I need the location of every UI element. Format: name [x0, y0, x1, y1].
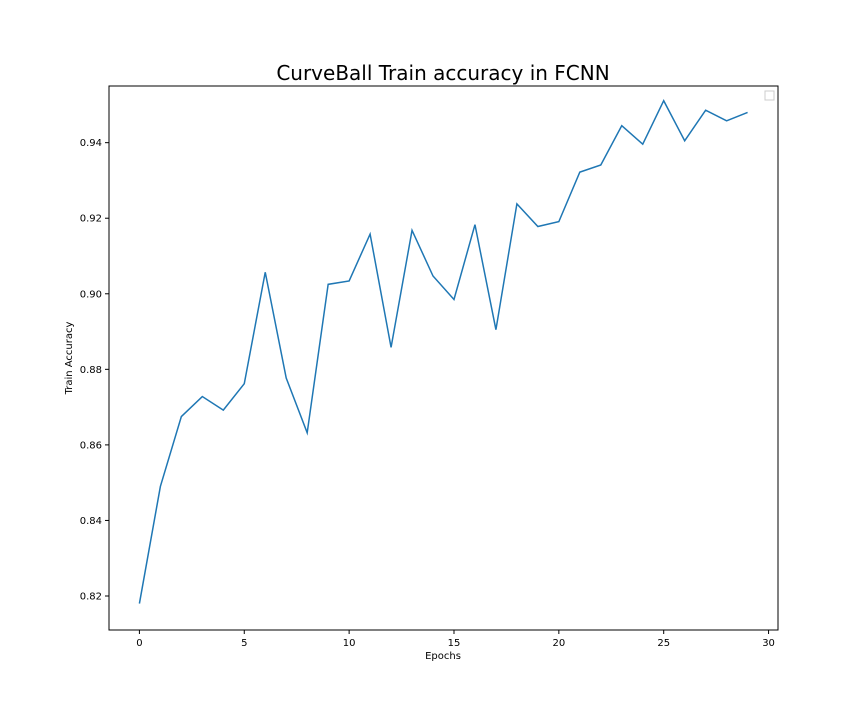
y-tick-label: 0.88	[80, 365, 102, 376]
plot-frame	[108, 85, 779, 631]
y-tick-label: 0.92	[80, 214, 102, 225]
x-tick-label: 0	[136, 638, 142, 649]
x-tick-label: 25	[657, 638, 670, 649]
y-tick-label: 0.94	[80, 138, 102, 149]
y-axis: 0.82 0.84 0.86 0.88 0.90 0.92 0.94	[80, 138, 109, 603]
x-axis-label: Epochs	[425, 651, 461, 662]
y-axis-label: Train Accuracy	[64, 322, 75, 396]
series-line	[138, 99, 748, 604]
x-axis: 0 5 10 15 20 25 30	[136, 630, 775, 649]
y-tick-label: 0.90	[80, 289, 102, 300]
chart-title: CurveBall Train accuracy in FCNN	[276, 61, 609, 85]
x-tick-label: 10	[343, 638, 356, 649]
y-tick-label: 0.82	[80, 592, 102, 603]
x-tick-label: 15	[448, 638, 461, 649]
x-tick-label: 5	[241, 638, 247, 649]
x-tick-label: 20	[552, 638, 565, 649]
y-tick-label: 0.86	[80, 440, 102, 451]
legend-box	[764, 90, 775, 101]
y-tick-label: 0.84	[80, 516, 102, 527]
x-tick-label: 30	[762, 638, 775, 649]
